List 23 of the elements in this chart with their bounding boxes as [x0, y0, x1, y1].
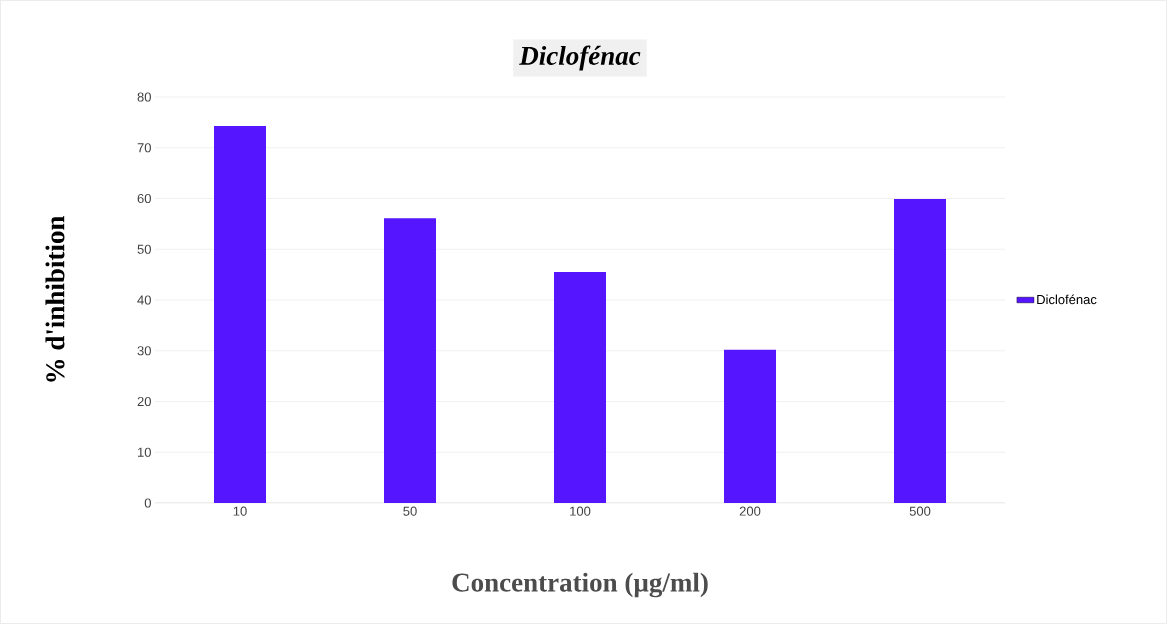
- y-tick-label: 0: [144, 498, 151, 508]
- x-tick-label: 50: [403, 506, 417, 516]
- bar: [554, 272, 607, 503]
- y-tick-label: 70: [137, 143, 151, 153]
- bar: [724, 349, 777, 503]
- y-tick-label: 50: [137, 244, 151, 254]
- x-tick-label: 100: [570, 506, 591, 516]
- bar: [214, 125, 266, 503]
- x-tick-label: 10: [233, 506, 247, 516]
- chart-title: Diclofénac: [519, 45, 641, 71]
- y-tick-label: 60: [137, 193, 151, 204]
- y-tick-label: 20: [137, 396, 151, 407]
- x-tick-label: 200: [739, 506, 761, 516]
- x-axis-title: Concentration (µg/ml): [452, 572, 708, 598]
- x-tick-label: 500: [909, 506, 931, 516]
- y-tick-label: 80: [137, 92, 151, 102]
- bar: [384, 218, 436, 503]
- y-tick-label: 30: [137, 346, 151, 356]
- bar: [894, 199, 947, 503]
- y-axis-title: % d'inhibition: [45, 215, 65, 382]
- y-tick-label: 40: [137, 295, 151, 305]
- y-tick-label: 10: [138, 447, 151, 457]
- legend-label: Diclofénac: [1037, 294, 1097, 305]
